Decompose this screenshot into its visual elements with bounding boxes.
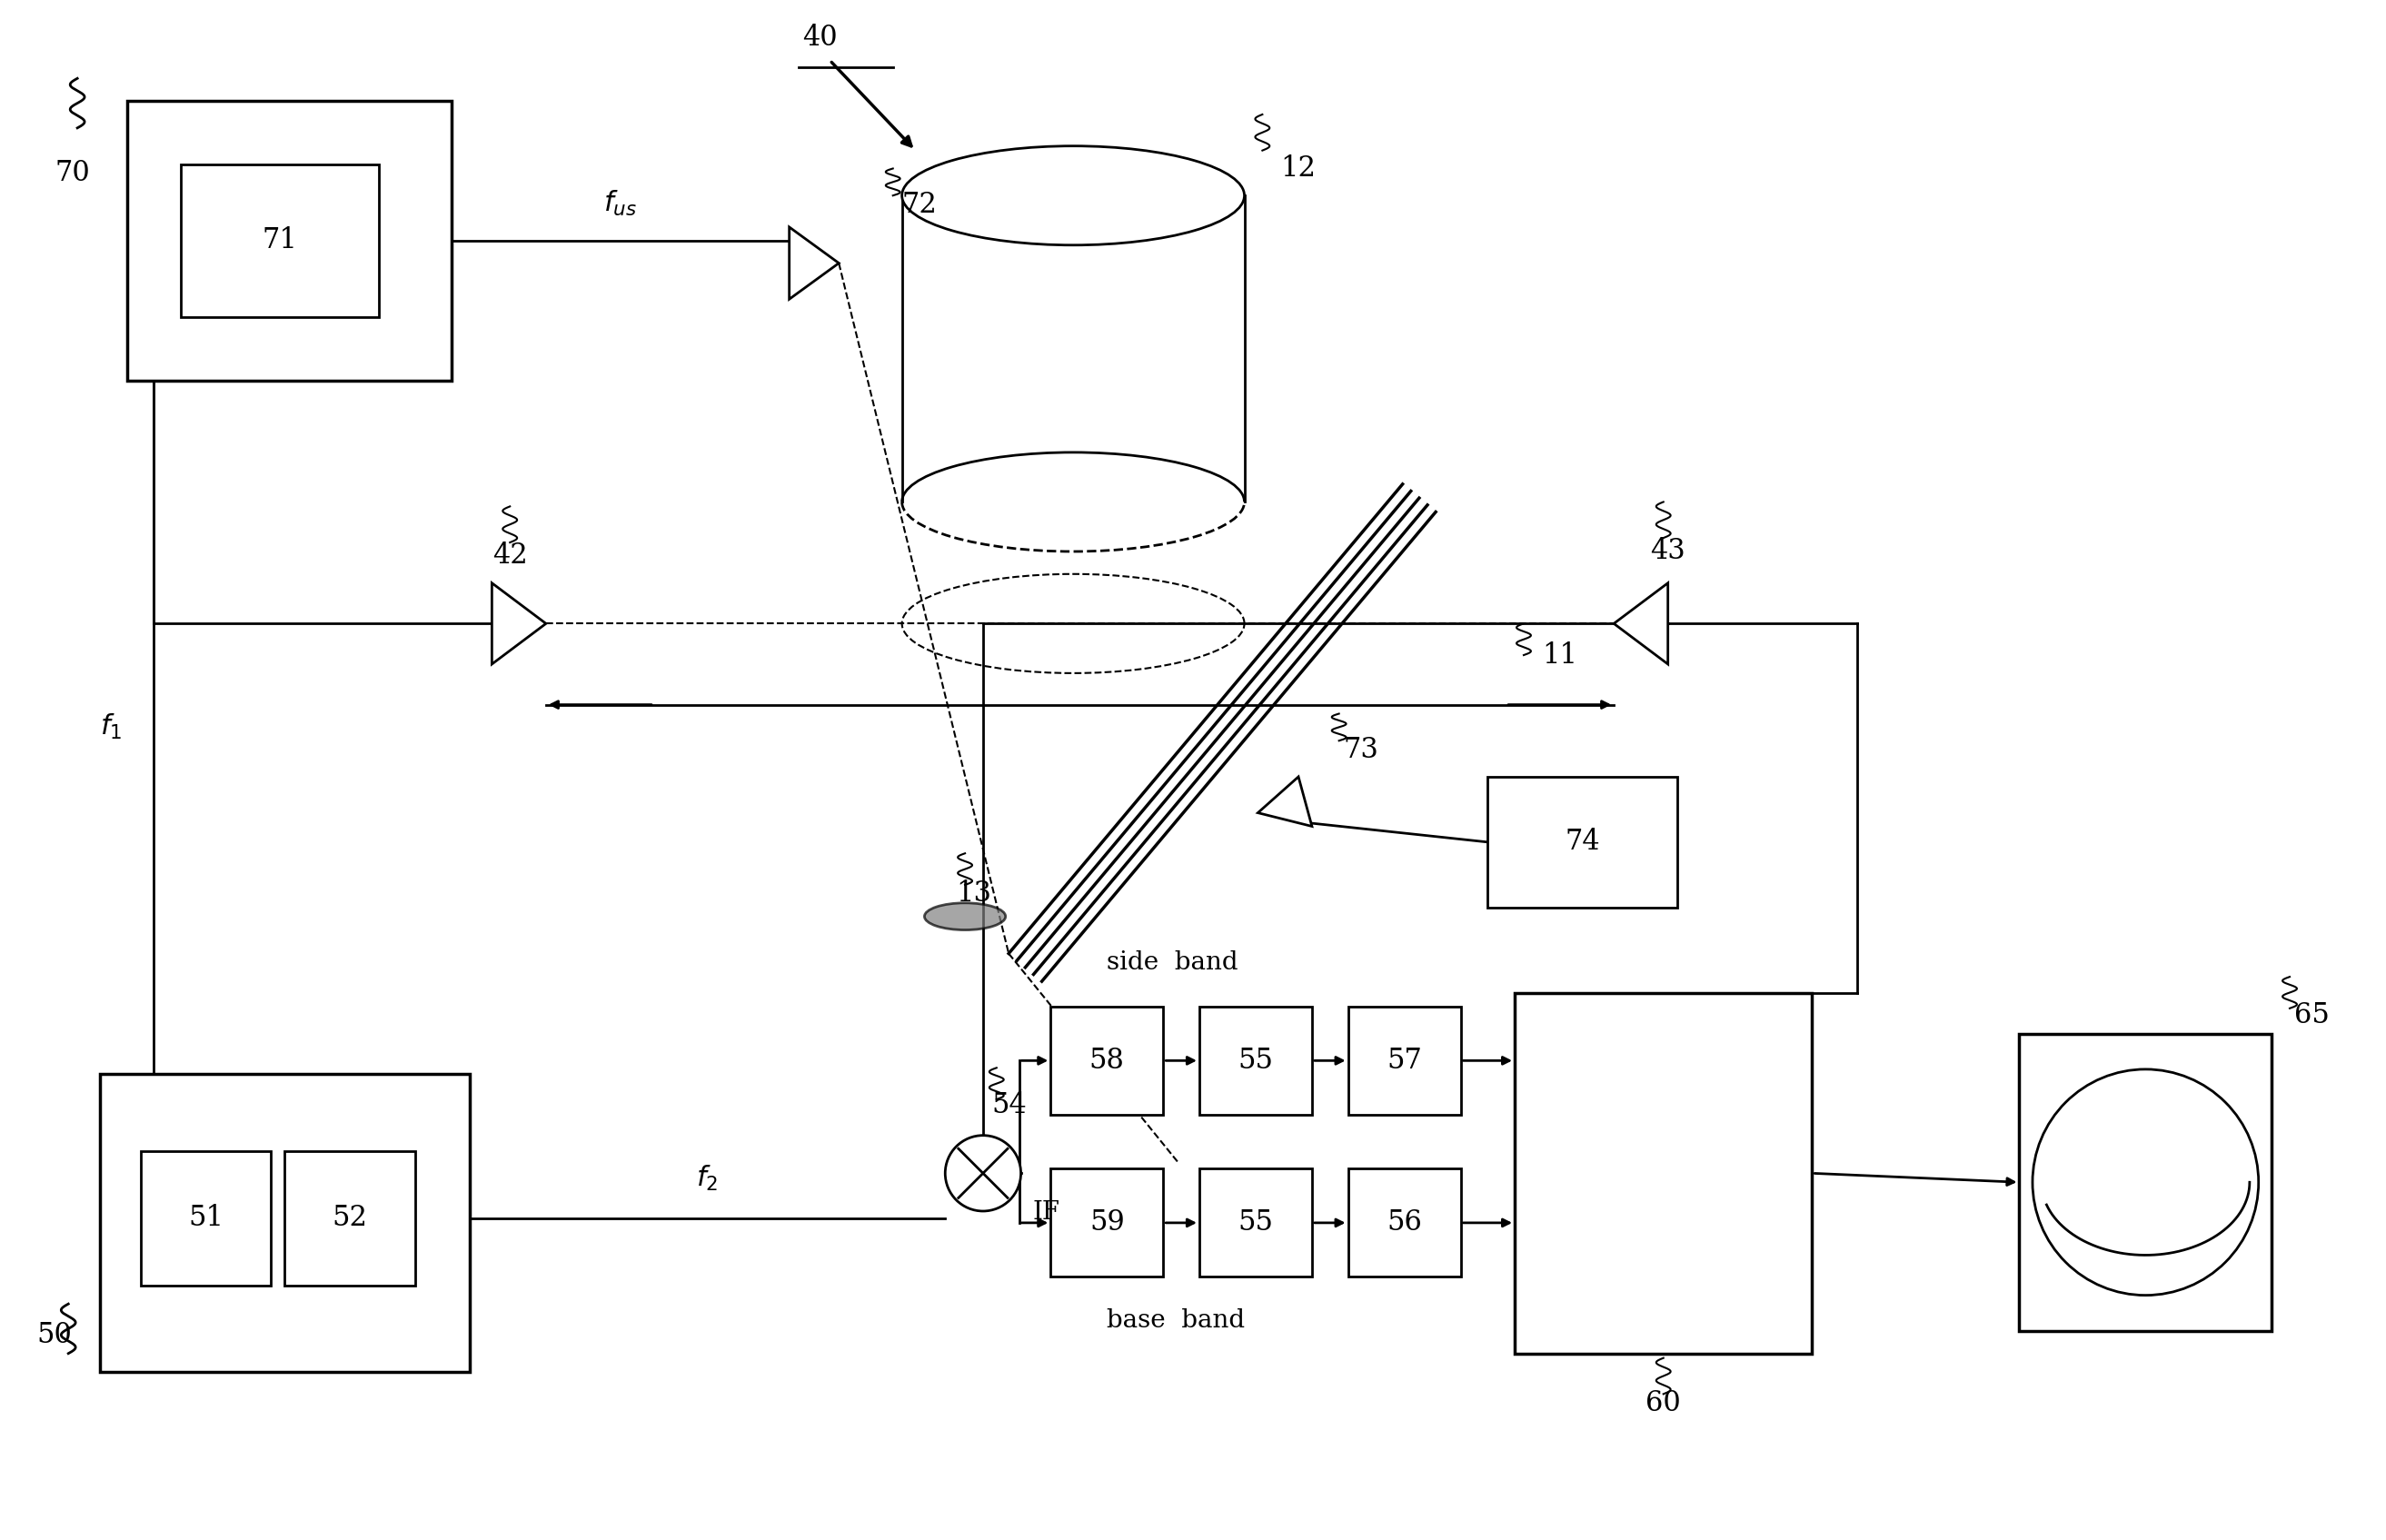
Text: 58: 58 — [1090, 1047, 1124, 1075]
Text: 50: 50 — [36, 1321, 72, 1349]
Text: 73: 73 — [1343, 736, 1379, 764]
Bar — [1200, 1169, 1312, 1277]
Bar — [2019, 1033, 2271, 1331]
Ellipse shape — [923, 902, 1005, 930]
Circle shape — [945, 1135, 1021, 1210]
Ellipse shape — [902, 146, 1245, 245]
Bar — [284, 1150, 415, 1286]
Text: side  band: side band — [1107, 950, 1238, 975]
Bar — [1200, 1007, 1312, 1115]
Polygon shape — [790, 226, 840, 299]
Text: $f_{us}$: $f_{us}$ — [604, 189, 637, 219]
Bar — [181, 163, 379, 317]
Text: 55: 55 — [1238, 1047, 1274, 1075]
Text: 56: 56 — [1386, 1209, 1422, 1237]
Text: 65: 65 — [2295, 1001, 2329, 1030]
Bar — [1050, 1169, 1164, 1277]
Bar — [1489, 776, 1677, 907]
Text: $f_2$: $f_2$ — [697, 1164, 718, 1194]
Text: base  band: base band — [1107, 1309, 1245, 1334]
Text: IF: IF — [1033, 1200, 1059, 1224]
Polygon shape — [1257, 776, 1312, 827]
Text: 40: 40 — [802, 23, 837, 51]
Bar — [1050, 1007, 1164, 1115]
Bar — [100, 1073, 470, 1372]
Text: 57: 57 — [1386, 1047, 1422, 1075]
Bar — [141, 1150, 272, 1286]
Text: 43: 43 — [1651, 537, 1685, 565]
Bar — [1348, 1169, 1460, 1277]
Circle shape — [2033, 1069, 2260, 1295]
Text: 12: 12 — [1281, 154, 1315, 183]
Polygon shape — [1613, 584, 1668, 664]
Text: 54: 54 — [993, 1092, 1028, 1120]
Text: 74: 74 — [1565, 829, 1601, 856]
Text: 51: 51 — [188, 1204, 224, 1232]
Text: 55: 55 — [1238, 1209, 1274, 1237]
Text: 71: 71 — [262, 226, 298, 254]
Bar — [126, 102, 451, 380]
Text: 52: 52 — [332, 1204, 367, 1232]
Text: 42: 42 — [492, 542, 527, 570]
Text: 11: 11 — [1541, 641, 1577, 670]
Bar — [1348, 1007, 1460, 1115]
Polygon shape — [492, 584, 546, 664]
Text: 60: 60 — [1646, 1389, 1682, 1417]
Text: 72: 72 — [902, 191, 938, 219]
Text: $f_1$: $f_1$ — [100, 713, 122, 742]
Bar — [1515, 993, 1811, 1354]
Text: 70: 70 — [55, 159, 91, 186]
Text: 59: 59 — [1090, 1209, 1124, 1237]
Text: 13: 13 — [957, 879, 993, 909]
